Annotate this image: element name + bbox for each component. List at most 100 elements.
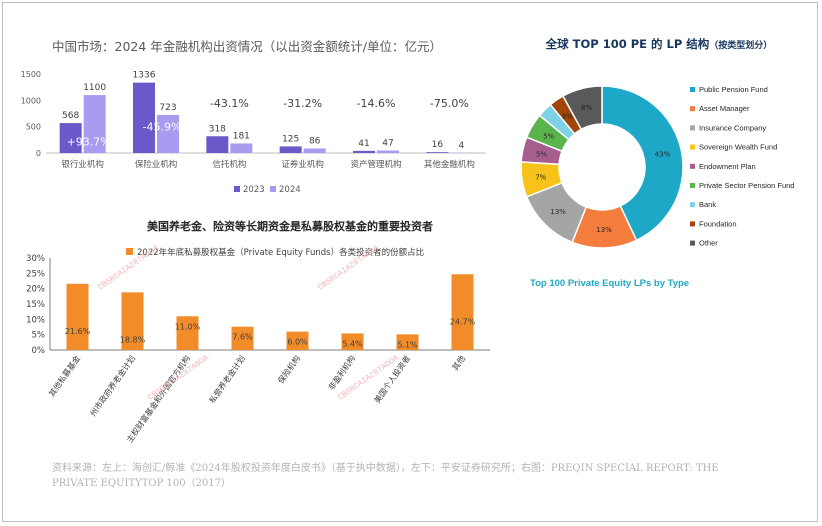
china-bar-2024: [157, 114, 179, 153]
china-bar-2023: [279, 146, 302, 153]
china-bar-value: 1336: [133, 71, 156, 81]
china-category-label: 保险业机构: [135, 159, 178, 170]
us-bar: [66, 283, 89, 350]
pie-legend-label: Foundation: [699, 219, 737, 228]
china-bar-value: 318: [209, 124, 226, 134]
pie-legend-label: Endowment Plan: [699, 162, 756, 171]
pie-slice-label: 5%: [543, 132, 554, 140]
pie-legend-swatch: [690, 144, 695, 150]
us-bar: [341, 333, 364, 350]
pie-slice-label: 13%: [596, 226, 612, 234]
us-bar: [451, 274, 474, 350]
china-bar-value: 125: [282, 134, 299, 144]
us-category-label: 其他: [450, 353, 467, 372]
china-bar-2024: [303, 148, 326, 153]
china-category-label: 银行业机构: [61, 159, 104, 170]
pie-legend-label: Insurance Company: [699, 123, 766, 132]
pie-slice-label: 8%: [581, 104, 592, 112]
china-growth-label: -14.6%: [357, 97, 396, 110]
china-legend-swatch: [270, 186, 276, 192]
china-growth-label: -75.0%: [430, 97, 469, 110]
china-bar-value: 723: [159, 103, 176, 113]
pie-slice-label: 43%: [655, 150, 671, 158]
pie-legend-swatch: [690, 221, 695, 227]
china-ytick-label: 1500: [21, 70, 41, 79]
us-ytick-label: 30%: [26, 254, 45, 264]
pie-legend-label: Private Sector Pension Fund: [699, 181, 794, 190]
us-legend-label: 2022年年底私募股权基金（Private Equity Funds）各类投资者…: [137, 247, 424, 258]
china-bar-value: 181: [233, 131, 250, 141]
china-growth-label: -31.2%: [283, 97, 322, 110]
us-category-label: 主权财富基金和外国官方机构: [124, 353, 192, 444]
us-bar-value: 21.6%: [65, 327, 91, 336]
us-bar-value: 18.8%: [120, 335, 146, 344]
china-legend-swatch: [234, 186, 240, 192]
china-growth-label: -43.1%: [210, 97, 249, 110]
pie-slice: [601, 85, 684, 242]
china-bar-2023: [426, 152, 449, 153]
china-ytick-label: 0: [36, 149, 41, 158]
china-bar-value: 4: [458, 141, 464, 151]
pie-legend-swatch: [690, 183, 695, 188]
china-legend-label: 2023: [243, 185, 265, 195]
us-category-label: 州市政府养老金计划: [88, 353, 137, 418]
us-bar-value: 5.1%: [397, 340, 418, 349]
source-note: 资料来源：左上：海创汇/鲸准《2024年股权投资年度白皮书》（基于执中数据），左…: [52, 463, 719, 489]
us-bar-value: 7.6%: [232, 333, 253, 342]
us-chart-title: 美国养老金、险资等长期资金是私募股权基金的重要投资者: [147, 220, 433, 233]
us-bar: [231, 326, 254, 350]
china-ytick-label: 500: [26, 123, 41, 132]
china-chart-title: 中国市场：2024 年金融机构出资情况（以出资金额统计/单位：亿元）: [52, 39, 442, 54]
pie-caption: Top 100 Private Equity LPs by Type: [530, 278, 690, 289]
pie-legend-label: Public Pension Fund: [699, 85, 768, 94]
us-bar: [176, 316, 199, 350]
us-bar: [121, 292, 144, 350]
us-category-label: 私营养老金计划: [207, 353, 247, 405]
us-ytick-label: 10%: [26, 315, 45, 325]
us-ytick-label: 20%: [26, 285, 45, 295]
us-ytick-label: 15%: [26, 300, 45, 310]
china-bar-value: 41: [358, 139, 369, 149]
china-growth-label: -45.9%: [143, 120, 182, 133]
pie-legend-swatch: [690, 106, 695, 112]
pie-legend-label: Sovereign Wealth Fund: [699, 143, 777, 152]
china-bar-value: 16: [432, 140, 444, 150]
pie-title-note: （按类型划分）: [709, 41, 773, 51]
pie-slice-label: 7%: [535, 174, 546, 182]
pie-legend-swatch: [690, 202, 695, 208]
us-bar-value: 24.7%: [450, 317, 476, 326]
china-category-label: 其他金融机构: [424, 159, 475, 170]
us-ytick-label: 25%: [26, 269, 45, 279]
pie-slice-label: 5%: [536, 150, 547, 158]
us-category-label: 保险机构: [276, 353, 303, 385]
pie-legend-swatch: [690, 163, 695, 169]
pie-slice: [561, 85, 603, 131]
pie-chart-title: 全球 TOP 100 PE 的 LP 结构（按类型划分）: [500, 36, 818, 52]
china-bar-2024: [230, 143, 253, 153]
us-ytick-label: 0%: [32, 346, 46, 356]
china-ytick-label: 1000: [21, 96, 41, 105]
pie-legend-label: Other: [699, 239, 718, 248]
china-bar-value: 86: [309, 136, 321, 146]
pie-legend-label: Bank: [699, 200, 716, 209]
us-bar-value: 6.0%: [287, 338, 308, 347]
china-category-label: 证券业机构: [281, 159, 324, 170]
china-bar-2023: [206, 136, 229, 153]
us-bar-value: 11.0%: [175, 322, 201, 331]
china-bar-2024: [83, 95, 106, 153]
china-bar-2023: [59, 123, 82, 153]
pie-legend-swatch: [690, 125, 695, 131]
china-bar-value: 568: [62, 111, 79, 121]
us-bar: [286, 331, 309, 350]
us-bar: [396, 334, 419, 350]
pie-slice-label: 3%: [562, 113, 573, 121]
pie-legend-label: Asset Manager: [699, 104, 750, 113]
china-bar-value: 1100: [83, 83, 106, 93]
china-legend-label: 2024: [279, 185, 301, 195]
pie-title-main: 全球 TOP 100 PE 的 LP 结构: [545, 37, 710, 51]
china-bar-value: 47: [382, 139, 393, 149]
china-category-label: 信托机构: [212, 159, 246, 170]
pie-legend-swatch: [690, 240, 695, 246]
